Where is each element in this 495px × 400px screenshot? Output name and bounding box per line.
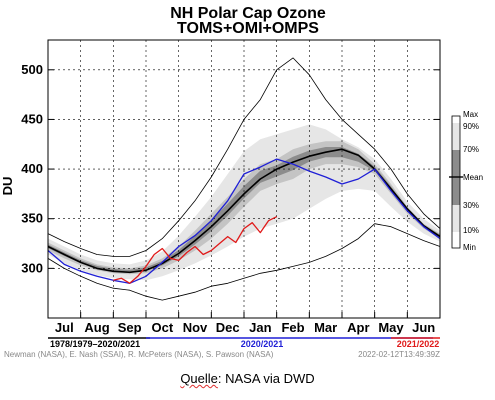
chart-subtitle: TOMS+OMI+OMPS: [177, 20, 319, 37]
x-tick-label: Feb: [281, 320, 304, 335]
legend-label-min: Min: [463, 243, 476, 252]
x-tick-label: Apr: [347, 320, 369, 335]
series-lines: [47, 57, 441, 301]
x-tick-label: Mar: [314, 320, 337, 335]
y-tick-label: 450: [21, 111, 43, 126]
line-min: [47, 223, 441, 301]
caption-rest: : NASA via DWD: [217, 371, 315, 386]
legend-label-mean: Mean: [463, 173, 483, 182]
band-30-70: [48, 141, 440, 275]
y-axis-label: DU: [0, 177, 15, 196]
x-tick-label: May: [378, 320, 404, 335]
x-tick-label: Nov: [183, 320, 208, 335]
legend-frame: [451, 115, 461, 249]
x-tick-label: Dec: [216, 320, 240, 335]
x-tick-label: Jun: [412, 320, 435, 335]
x-tick-label: Aug: [84, 320, 109, 335]
percentile-bands: [48, 124, 440, 281]
legend: Max 90% 70% Mean 30% 10% Min: [449, 110, 483, 252]
y-tick-label: 500: [21, 62, 43, 77]
x-tick-label: Jan: [249, 320, 271, 335]
period-climatology: 1978/1979–2020/2021: [50, 339, 140, 349]
legend-swatch-min: [452, 232, 460, 248]
line-max: [47, 57, 441, 257]
line-2021-2022: [113, 216, 277, 284]
x-tick-label: Sep: [118, 320, 142, 335]
legend-label-max: Max: [463, 110, 478, 119]
author-credits: Newman (NASA), E. Nash (SSAI), R. McPete…: [4, 350, 274, 359]
source-caption: Quelle: NASA via DWD: [0, 371, 495, 386]
y-tick-label: 350: [21, 211, 43, 226]
y-tick-label: 300: [21, 260, 43, 275]
legend-label-90: 90%: [463, 122, 479, 131]
y-tick-label: 400: [21, 161, 43, 176]
legend-swatch-max: [452, 116, 460, 123]
period-labels: 1978/1979–2020/2021 2020/2021 2021/2022: [48, 337, 440, 349]
x-tick-label: Oct: [151, 320, 173, 335]
ozone-chart: NH Polar Cap Ozone TOMS+OMI+OMPS 300 350 4…: [0, 5, 483, 359]
x-axis: Jul Aug Sep Oct Nov Dec Jan Feb Mar Apr May Jun: [47, 312, 435, 335]
legend-label-70: 70%: [463, 145, 479, 154]
legend-swatch-90: [452, 123, 460, 150]
x-tick-label: Jul: [55, 320, 74, 335]
period-2020-2021: 2020/2021: [241, 339, 284, 349]
chart-title: NH Polar Cap Ozone: [170, 5, 326, 22]
caption-word: Quelle: [180, 371, 218, 386]
legend-label-30: 30%: [463, 201, 479, 210]
legend-swatch-10: [452, 205, 460, 232]
y-axis: 300 350 400 450 500: [21, 62, 440, 275]
timestamp: 2022-02-12T13:49:39Z: [358, 350, 440, 359]
legend-label-10: 10%: [463, 226, 479, 235]
period-2021-2022: 2021/2022: [397, 339, 440, 349]
